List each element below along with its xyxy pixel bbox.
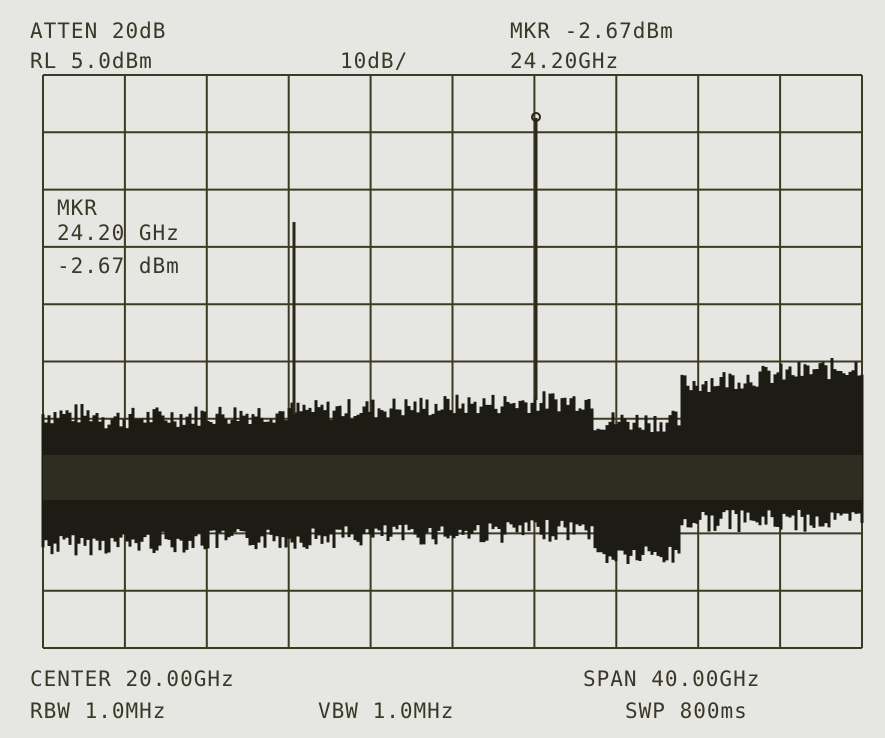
page: ATTEN 20dB RL 5.0dBm 10dB/ MKR -2.67dBm … (0, 0, 885, 738)
marker-readout: MKR -2.67dBm (510, 19, 674, 43)
rbw: RBW 1.0MHz (30, 699, 166, 723)
span: SPAN 40.00GHz (583, 667, 760, 691)
center-frequency: CENTER 20.00GHz (30, 667, 235, 691)
marker-box-frequency: 24.20 GHz (57, 221, 180, 245)
sweep-time: SWP 800ms (625, 699, 748, 723)
marker-box-level: -2.67 dBm (57, 254, 180, 278)
analyzer-screen: ATTEN 20dB RL 5.0dBm 10dB/ MKR -2.67dBm … (0, 0, 885, 738)
marker-frequency: 24.20GHz (510, 49, 619, 73)
scale: 10dB/ (340, 49, 408, 73)
marker-box-label: MKR (57, 196, 98, 220)
noise-band (43, 455, 862, 500)
vbw: VBW 1.0MHz (318, 699, 454, 723)
atten: ATTEN 20dB (30, 19, 166, 43)
screen-background (0, 0, 885, 738)
ref-level: RL 5.0dBm (30, 49, 153, 73)
